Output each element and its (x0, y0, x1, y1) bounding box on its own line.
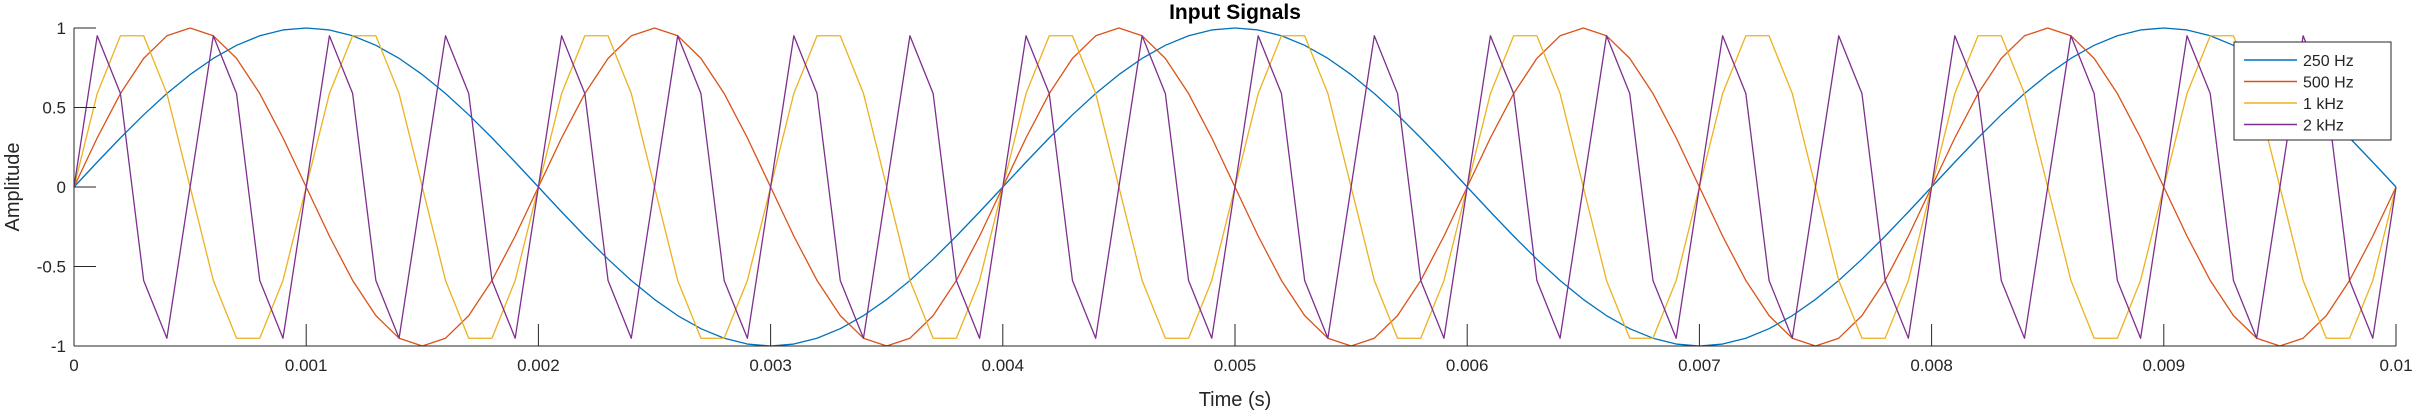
y-axis-label: Amplitude (2, 143, 24, 232)
series-line-0 (73, 27, 2397, 347)
series-line-3 (73, 35, 2397, 339)
y-tick-label: 0 (57, 178, 66, 197)
series-layer (73, 27, 2397, 347)
x-tick-label: 0.006 (1446, 356, 1489, 375)
y-tick-label: -1 (51, 337, 66, 356)
x-axis-label: Time (s) (1199, 389, 1272, 411)
y-tick-label: 1 (57, 19, 66, 38)
legend-label-2: 1 kHz (2303, 96, 2344, 113)
legend: 250 Hz 500 Hz 1 kHz 2 kHz (2233, 41, 2392, 141)
x-tick-label: 0.007 (1678, 356, 1721, 375)
legend-label-3: 2 kHz (2303, 118, 2344, 135)
chart-title: Input Signals (1169, 1, 1301, 24)
legend-label-0: 250 Hz (2303, 53, 2354, 70)
y-tick-label: -0.5 (37, 258, 66, 277)
legend-label-1: 500 Hz (2303, 75, 2354, 92)
x-tick-label: 0.008 (1910, 356, 1953, 375)
axes-layer: 0 0.001 0.002 0.003 0.004 0.005 0.006 0.007 0.00… (37, 19, 2413, 375)
legend-box (2233, 41, 2392, 141)
x-tick-label: 0.001 (285, 356, 328, 375)
x-tick-label: 0.003 (749, 356, 792, 375)
x-tick-label: 0.002 (517, 356, 560, 375)
x-tick-label: 0.004 (982, 356, 1025, 375)
x-tick-label: 0.005 (1214, 356, 1257, 375)
y-tick-label: 0.5 (42, 99, 66, 118)
x-tick-label: 0 (69, 356, 78, 375)
x-tick-label: 0.009 (2143, 356, 2186, 375)
x-tick-label: 0.01 (2379, 356, 2412, 375)
